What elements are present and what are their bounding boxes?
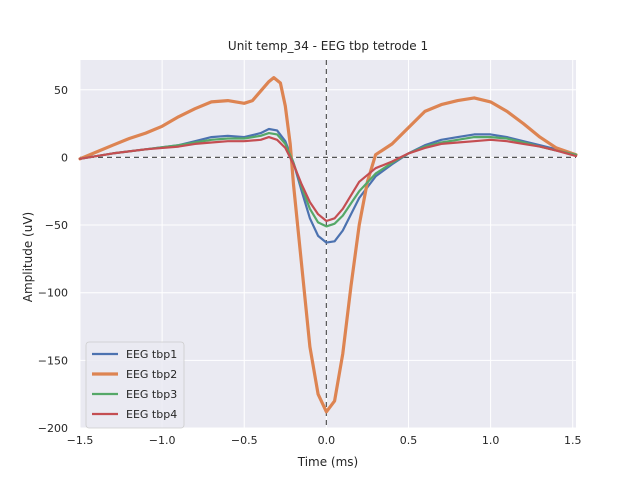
y-tick-label: −150 xyxy=(38,354,68,367)
legend-label: EEG tbp4 xyxy=(126,408,177,421)
x-tick-label: 0.0 xyxy=(318,434,336,447)
chart-title: Unit temp_34 - EEG tbp tetrode 1 xyxy=(228,39,428,53)
series-line xyxy=(78,132,578,228)
x-tick-label: 1.0 xyxy=(482,434,500,447)
y-tick-label: 50 xyxy=(54,84,68,97)
x-axis-ticks: −1.5 −1.0 −0.5 0.0 0.5 1.0 1.5 xyxy=(67,434,582,447)
legend-label: EEG tbp2 xyxy=(126,368,177,381)
x-tick-label: 1.5 xyxy=(564,434,582,447)
y-axis-ticks: −200 −150 −100 −50 0 50 xyxy=(38,84,68,435)
legend-label: EEG tbp3 xyxy=(126,388,177,401)
reference-lines xyxy=(80,60,576,428)
legend-box xyxy=(85,341,185,429)
series-layer xyxy=(78,76,578,414)
series-line xyxy=(78,76,578,414)
y-tick-label: −100 xyxy=(38,287,68,300)
x-axis-label: Time (ms) xyxy=(297,455,359,469)
y-axis-label: Amplitude (uV) xyxy=(21,212,35,303)
legend: EEG tbp1 EEG tbp2 EEG tbp3 EEG tbp4 xyxy=(85,341,185,429)
x-tick-label: 0.5 xyxy=(400,434,418,447)
y-tick-label: −200 xyxy=(38,422,68,435)
x-tick-label: −0.5 xyxy=(231,434,258,447)
y-tick-label: −50 xyxy=(45,219,68,232)
legend-label: EEG tbp1 xyxy=(126,348,177,361)
y-tick-label: 0 xyxy=(61,151,68,164)
x-tick-label: −1.5 xyxy=(67,434,94,447)
x-tick-label: −1.0 xyxy=(149,434,176,447)
series-line xyxy=(78,136,578,223)
series-line xyxy=(78,127,578,244)
